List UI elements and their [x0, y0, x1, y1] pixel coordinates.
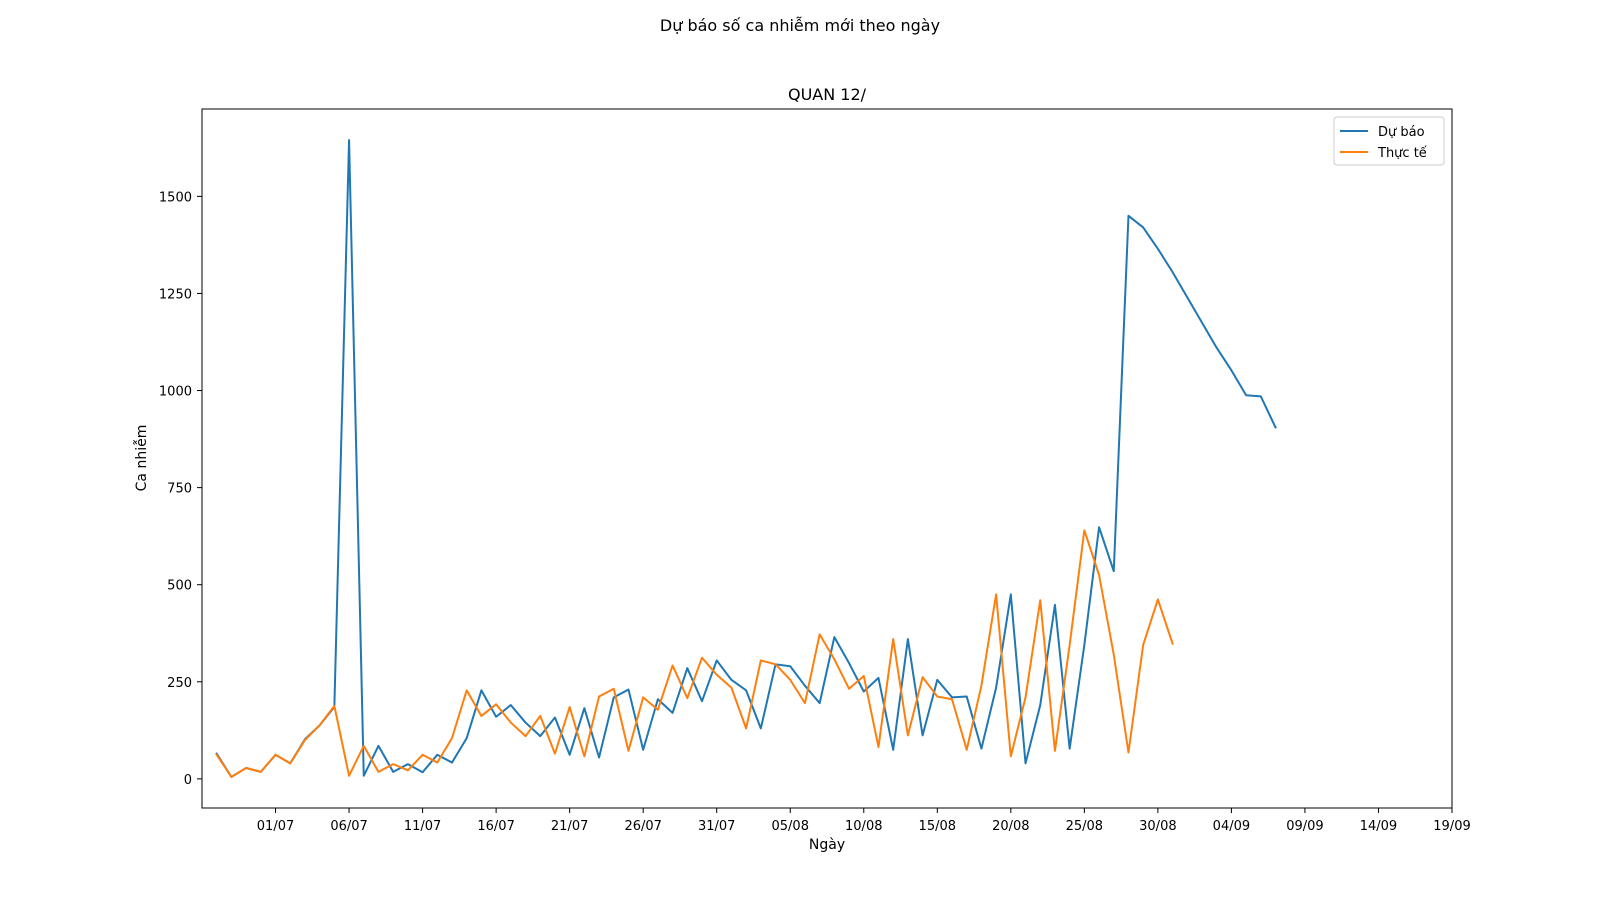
y-tick-label: 0 — [184, 773, 192, 788]
legend: Dự báo Thực tế — [1333, 116, 1445, 166]
figure-suptitle: Dự báo số ca nhiễm mới theo ngày — [660, 16, 940, 35]
series-layer — [215, 139, 1277, 778]
x-tick-label: 09/09 — [1286, 819, 1323, 834]
x-axis: 01/07 06/07 11/07 16/07 21/07 26/07 31/07 05/08… — [257, 808, 1471, 834]
x-tick-label: 05/08 — [772, 819, 809, 834]
series-line-2 — [215, 529, 1174, 778]
x-tick-label: 19/09 — [1433, 819, 1470, 834]
chart-title: QUAN 12/ — [788, 85, 867, 104]
x-tick-label: 16/07 — [477, 819, 514, 834]
x-tick-label: 30/08 — [1139, 819, 1176, 834]
x-tick-label: 04/09 — [1213, 819, 1250, 834]
x-tick-label: 26/07 — [624, 819, 661, 834]
y-tick-label: 1250 — [159, 287, 192, 302]
x-tick-label: 20/08 — [992, 819, 1029, 834]
x-tick-label: 01/07 — [257, 819, 294, 834]
x-tick-label: 06/07 — [330, 819, 367, 834]
series-line-1 — [215, 139, 1277, 778]
y-tick-label: 1000 — [159, 385, 192, 400]
legend-label-2: Thực tế — [1377, 146, 1427, 161]
plot-area-frame — [201, 108, 1453, 809]
y-tick-label: 250 — [167, 676, 192, 691]
x-tick-label: 11/07 — [404, 819, 441, 834]
x-tick-label: 31/07 — [698, 819, 735, 834]
y-tick-label: 750 — [167, 482, 192, 497]
y-axis-label: Ca nhiễm — [133, 425, 150, 492]
y-tick-label: 500 — [167, 579, 192, 594]
x-tick-label: 21/07 — [551, 819, 588, 834]
x-tick-label: 10/08 — [845, 819, 882, 834]
x-tick-label: 25/08 — [1066, 819, 1103, 834]
y-tick-label: 1500 — [159, 190, 192, 205]
x-axis-label: Ngày — [809, 837, 845, 853]
y-axis: 0 250 500 750 1000 1250 1500 — [159, 190, 202, 788]
x-tick-label: 15/08 — [919, 819, 956, 834]
x-tick-label: 14/09 — [1360, 819, 1397, 834]
legend-label-1: Dự báo — [1378, 125, 1425, 140]
